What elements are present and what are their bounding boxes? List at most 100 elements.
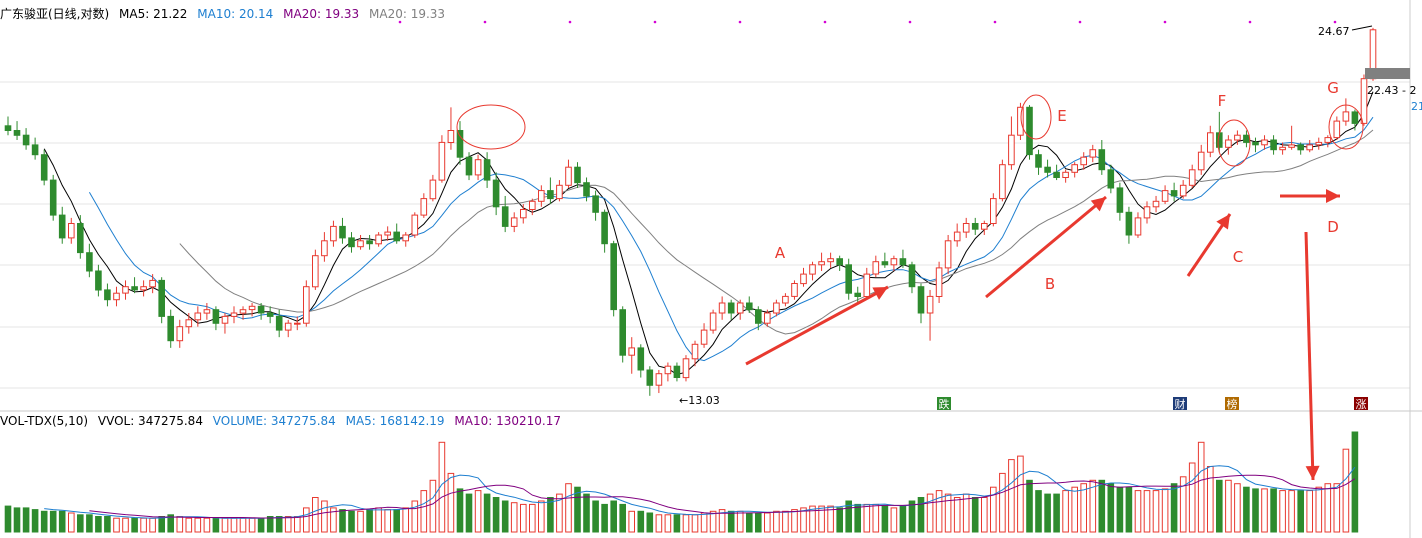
volume-bar-111: [1008, 459, 1015, 533]
candle-body-143: [1297, 144, 1305, 151]
current-price-box: [1365, 68, 1410, 79]
annotation-B: B: [1045, 275, 1055, 293]
event-tags: 跌财榜涨: [937, 397, 1368, 411]
candle-body-28: [257, 305, 265, 314]
arrow-b-shaft: [985, 195, 1107, 299]
volume-bar-69: [628, 510, 636, 533]
candle-body-63: [574, 166, 581, 184]
candle-body-72: [655, 373, 663, 386]
volume-bar-26: [239, 517, 247, 533]
candle-body-140: [1270, 139, 1277, 151]
candle-body-30: [275, 315, 283, 331]
volume-bar-143: [1297, 490, 1305, 533]
candle-body-112: [1017, 106, 1024, 136]
marker-dot-4: [738, 20, 742, 24]
candle-body-11: [104, 289, 111, 301]
volume-bar-11: [104, 516, 111, 533]
candle-body-94: [854, 292, 862, 298]
volume-bar-91: [827, 505, 834, 533]
volume-bar-50: [456, 488, 464, 533]
candle-body-124: [1125, 211, 1133, 236]
volume-bar-107: [971, 497, 979, 533]
candle-body-144: [1306, 144, 1314, 151]
volume-bar-62: [565, 483, 572, 533]
event-tag-box-1: [1173, 397, 1187, 410]
ma-lines: [43, 91, 1374, 376]
candle-body-43: [393, 231, 400, 242]
volume-bar-55: [501, 500, 509, 533]
volume-bar-118: [1071, 486, 1079, 533]
volume-bar-51: [465, 493, 473, 533]
volume-bar-45: [411, 500, 419, 533]
stock-name: 广东骏亚(日线,对数): [0, 7, 110, 21]
volume-bar-52: [474, 490, 482, 533]
candle-body-58: [529, 200, 536, 211]
volume-bar-38: [348, 510, 355, 533]
candle-body-74: [673, 365, 681, 379]
header-ma10: MA10: 20.14: [197, 7, 274, 21]
candle-body-101: [917, 286, 925, 314]
candle-body-46: [420, 198, 428, 216]
volume-bar-149: [1351, 431, 1359, 533]
volume-bar-85: [773, 510, 780, 533]
candle-body-106: [962, 223, 970, 233]
price-header: 广东骏亚(日线,对数) MA5: 21.22 MA10: 20.14 MA20:…: [0, 7, 451, 21]
candle-body-50: [456, 130, 464, 158]
volume-bar-47: [429, 479, 437, 533]
candle-body-84: [764, 312, 771, 324]
candle-body-146: [1324, 137, 1332, 143]
candles: [4, 27, 1377, 396]
volume-bar-53: [483, 493, 491, 533]
volume-bar-78: [709, 510, 717, 533]
annotation-A: A: [775, 244, 786, 262]
highlight-ellipse-2: [1217, 119, 1251, 167]
candle-body-104: [944, 240, 952, 269]
volume-bar-43: [393, 509, 400, 533]
volume-bar-80: [727, 510, 735, 533]
ma5-line: [43, 91, 1374, 376]
candle-body-105: [953, 231, 961, 242]
candle-body-59: [538, 190, 545, 202]
annotation-G: G: [1327, 79, 1339, 97]
volume-bar-94: [854, 503, 862, 533]
candle-body-85: [773, 302, 780, 314]
high-price-pointer: [1351, 25, 1373, 31]
candle-body-7: [68, 223, 75, 239]
candle-body-110: [999, 164, 1006, 200]
volume-bar-29: [266, 516, 274, 533]
volume-bar-4: [40, 510, 48, 533]
candle-body-68: [619, 309, 627, 356]
vol-vvol: VVOL: 347275.84: [97, 414, 203, 428]
volume-bar-40: [366, 509, 373, 533]
candle-body-113: [1026, 106, 1033, 156]
candle-body-87: [791, 283, 798, 297]
volume-bar-13: [122, 517, 129, 533]
candle-body-128: [1161, 190, 1169, 202]
volume-bar-144: [1306, 490, 1314, 533]
volume-bar-46: [420, 490, 428, 533]
volume-bar-63: [574, 486, 581, 533]
volume-bar-122: [1107, 483, 1115, 533]
candle-body-55: [501, 206, 509, 227]
volume-bar-83: [755, 512, 762, 533]
volume-bar-116: [1053, 493, 1060, 533]
candle-body-34: [312, 255, 319, 288]
candle-body-16: [149, 279, 156, 288]
annotation-F: F: [1218, 92, 1227, 110]
volume-bar-15: [140, 517, 147, 533]
volume-bar-92: [836, 507, 844, 533]
marker-dot-11: [1333, 20, 1337, 24]
candle-body-33: [303, 286, 310, 324]
candle-body-31: [284, 322, 292, 331]
volume-bar-31: [284, 516, 292, 533]
candle-body-100: [908, 264, 916, 288]
volume-bar-39: [357, 510, 364, 533]
candle-body-119: [1080, 156, 1088, 166]
candle-body-2: [22, 134, 30, 146]
candle-body-122: [1107, 169, 1115, 189]
volume-bar-121: [1098, 479, 1106, 533]
volume-bar-134: [1216, 479, 1223, 533]
volume-bar-133: [1207, 466, 1214, 533]
candle-body-21: [194, 312, 202, 321]
header-ma20: MA20: 19.33: [283, 7, 360, 21]
